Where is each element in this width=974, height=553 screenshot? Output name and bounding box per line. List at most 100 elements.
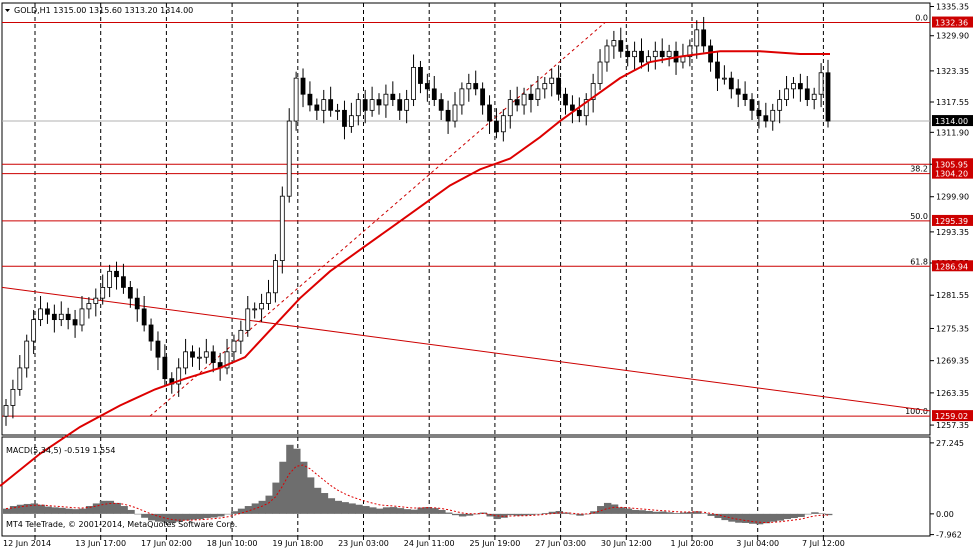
macd-bar (72, 509, 80, 514)
candle-body (293, 77, 299, 122)
candle-body (58, 313, 64, 321)
candle-body (500, 115, 506, 133)
candle-body (763, 115, 769, 122)
candle-body (777, 99, 783, 111)
candle-body (376, 99, 382, 106)
macd-bar (44, 506, 52, 514)
macd-bar (431, 508, 439, 514)
candle-body (687, 45, 693, 58)
fib-level-label: 61.8 (910, 257, 928, 266)
macd-bar (51, 507, 59, 514)
price-tick-label: 1257.35 (936, 421, 969, 430)
macd-bar (327, 498, 336, 514)
macd-bar (154, 513, 163, 522)
level-price-text: 1259.02 (935, 412, 968, 421)
time-tick-label: 1 Jul 20:00 (671, 539, 714, 548)
macd-bar (203, 513, 211, 519)
candle-body (210, 351, 216, 363)
macd-bar (521, 513, 529, 516)
candle-body (749, 99, 755, 111)
candle-body (121, 276, 126, 288)
candle-body (431, 88, 437, 100)
candle-body (494, 120, 499, 133)
macd-bar (617, 507, 626, 514)
macd-bar (244, 506, 253, 514)
macd-bar (666, 512, 674, 514)
fib-level-label: 100.0 (905, 407, 928, 416)
candle-body (127, 287, 133, 299)
price-tick-label: 1275.35 (936, 324, 969, 333)
candle-body (328, 99, 334, 111)
candle-body (756, 109, 762, 117)
macd-bar (438, 509, 446, 514)
macd-bar (300, 461, 308, 514)
candle-body (721, 77, 727, 80)
candle-body (348, 115, 354, 127)
price-tick-label: 1323.35 (936, 67, 969, 76)
candle-body (452, 104, 458, 122)
macd-bar (534, 513, 543, 515)
macd-bar (541, 513, 550, 514)
candle-body (355, 99, 361, 117)
candle-body (362, 99, 368, 111)
macd-bar (23, 503, 32, 514)
candle-body (10, 388, 16, 406)
candle-body (514, 99, 520, 106)
macd-bar (486, 513, 494, 517)
level-price-tag (932, 16, 973, 28)
candle-body (390, 93, 396, 100)
macd-tick-label: -7.962 (936, 531, 962, 540)
candle-body (307, 93, 313, 106)
macd-bar (16, 504, 25, 514)
macd-bar (3, 508, 11, 514)
time-tick-label: 19 Jun 18:00 (272, 539, 323, 548)
price-tick-label: 1335.35 (936, 2, 969, 11)
macd-bar (790, 513, 798, 519)
macd-bar (569, 513, 577, 515)
macd-bar (127, 509, 135, 514)
macd-bar (818, 513, 826, 514)
macd-bar (769, 513, 778, 522)
price-tick-label: 1299.90 (936, 193, 969, 202)
candle-body (521, 93, 527, 106)
macd-bar (362, 506, 370, 514)
macd-bar (106, 500, 115, 514)
candle-body (197, 356, 202, 359)
macd-bar (500, 513, 508, 518)
price-tick-label: 1263.35 (936, 389, 969, 398)
macd-bar (603, 502, 612, 514)
level-price-tag (932, 260, 973, 272)
macd-bar (85, 506, 94, 514)
macd-bar (804, 513, 812, 515)
candle-body (570, 104, 575, 111)
candle-body (404, 99, 410, 111)
candle-body (31, 319, 37, 342)
macd-bar (258, 500, 266, 514)
macd-bar (755, 513, 764, 525)
candle-body (473, 83, 479, 90)
level-price-tag (932, 214, 973, 226)
trendline-group (1, 286, 931, 412)
candle-body (17, 367, 23, 390)
fib-level-label: 0.0 (915, 14, 928, 23)
macd-bar (120, 506, 128, 514)
macd-bar (134, 513, 142, 515)
candle-body (611, 40, 617, 47)
candle-body (459, 88, 465, 106)
macd-bar (230, 511, 239, 514)
macd-bar (30, 503, 39, 514)
macd-bar (9, 506, 18, 514)
candle-body (804, 88, 810, 100)
macd-bar (293, 448, 301, 514)
macd-bar (624, 508, 633, 514)
dropdown-arrow-icon[interactable] (5, 9, 10, 12)
candle-body (224, 351, 230, 369)
level-price-text: 1305.95 (935, 160, 968, 169)
candle-body (424, 83, 430, 90)
candle-body (100, 287, 106, 299)
candle-body (639, 50, 644, 63)
candle-body (183, 351, 188, 369)
